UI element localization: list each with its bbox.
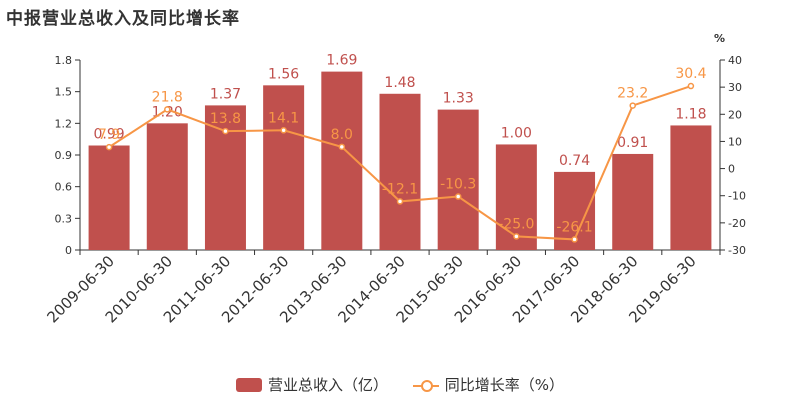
bar xyxy=(670,125,712,250)
bar-value-label: 1.56 xyxy=(268,66,299,82)
bar-value-label: 1.69 xyxy=(326,53,357,69)
line-point xyxy=(105,143,113,151)
y-right-tick-label: 0 xyxy=(728,163,735,176)
line-point xyxy=(629,102,636,109)
bar-value-label: 1.48 xyxy=(384,75,415,91)
line-value-label: 8.0 xyxy=(331,127,353,143)
y-right-tick-label: -20 xyxy=(728,217,746,230)
y-right-tick-label: 10 xyxy=(728,135,742,148)
bar-value-label: 0.74 xyxy=(559,153,590,169)
line-value-label: 30.4 xyxy=(675,66,706,82)
y-left-tick-label: 1.8 xyxy=(55,54,73,67)
line-point xyxy=(571,236,578,243)
y-right-unit-label: % xyxy=(714,32,725,45)
line-point xyxy=(338,143,346,151)
y-left-tick-label: 0 xyxy=(65,244,72,257)
bar xyxy=(437,109,479,250)
y-left-tick-label: 0.6 xyxy=(55,181,73,194)
y-left-tick-label: 0.9 xyxy=(55,149,73,162)
bar-value-label: 0.99 xyxy=(94,127,125,143)
bar-value-label: 0.91 xyxy=(617,135,648,151)
bar xyxy=(495,144,537,250)
y-left-tick-label: 0.3 xyxy=(55,212,73,225)
bar-value-label: 1.33 xyxy=(443,91,474,107)
bar xyxy=(379,93,421,251)
line-value-label: 21.8 xyxy=(152,89,183,105)
y-right-tick-label: 30 xyxy=(728,81,742,94)
bar xyxy=(88,145,130,250)
line-point xyxy=(513,233,520,240)
chart-legend: 营业总收入（亿） 同比增长率（%） xyxy=(0,374,800,396)
y-left-tick-label: 1.2 xyxy=(55,117,73,130)
bar xyxy=(146,123,188,250)
line-point xyxy=(164,106,171,113)
legend-bar-label: 营业总收入（亿） xyxy=(267,376,388,394)
line-point xyxy=(454,193,462,200)
line-value-label: 7.9 xyxy=(98,127,120,143)
legend-bar-swatch xyxy=(235,377,262,392)
y-right-tick-label: 40 xyxy=(728,54,742,67)
line-value-label: -12.1 xyxy=(382,181,418,197)
y-left-tick-label: 1.5 xyxy=(55,86,73,99)
line-value-label: 14.1 xyxy=(268,110,299,126)
chart-title: 中报营业总收入及同比增长率 xyxy=(6,9,240,29)
line-value-label: -26.1 xyxy=(556,219,592,235)
legend-line-swatch xyxy=(412,378,439,392)
line-value-label: -25.0 xyxy=(498,216,534,232)
bar-value-label: 1.18 xyxy=(675,106,706,122)
legend-item-bar[interactable]: 营业总收入（亿） xyxy=(235,374,388,395)
line-value-label: -10.3 xyxy=(440,177,476,193)
line-point xyxy=(396,198,404,205)
bar-value-label: 1.00 xyxy=(501,125,532,141)
line-value-label: 13.8 xyxy=(210,111,241,127)
y-right-tick-label: -10 xyxy=(728,190,746,203)
bar-value-label: 1.37 xyxy=(210,86,241,102)
line-value-label: 23.2 xyxy=(617,86,648,102)
legend-line-label: 同比增长率（%） xyxy=(444,376,565,394)
legend-item-line[interactable]: 同比增长率（%） xyxy=(412,374,565,395)
bar xyxy=(612,153,654,250)
line-point xyxy=(280,127,287,134)
line-point xyxy=(222,127,229,135)
y-right-tick-label: -30 xyxy=(728,244,746,257)
bar xyxy=(263,85,305,250)
line-point xyxy=(687,82,695,90)
y-right-tick-label: 20 xyxy=(728,108,742,121)
